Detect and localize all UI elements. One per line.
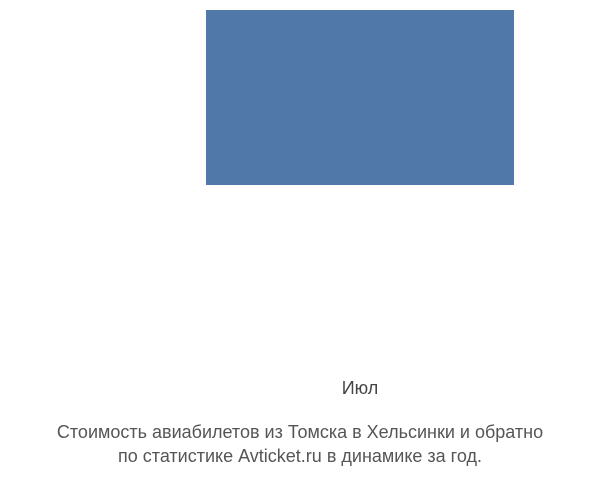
- price-chart: 70731 ₽70730.8 ₽70730.6 ₽70730.4 ₽70730.…: [0, 0, 600, 500]
- bar: [206, 10, 514, 185]
- chart-caption: Стоимость авиабилетов из Томска в Хельси…: [0, 420, 600, 469]
- caption-line1: Стоимость авиабилетов из Томска в Хельси…: [57, 422, 543, 442]
- x-tick-label: Июл: [342, 378, 379, 399]
- caption-line2: по статистике Avticket.ru в динамике за …: [118, 446, 482, 466]
